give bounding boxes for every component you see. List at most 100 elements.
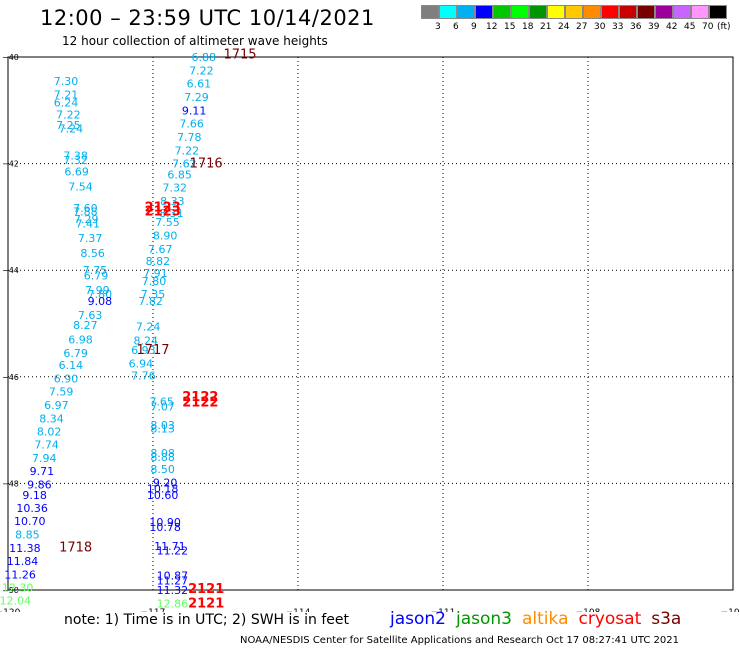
wave-height-label: 7.80 xyxy=(142,275,167,288)
wave-height-label: 7.25 xyxy=(56,119,81,132)
mission-jason3: jason3 xyxy=(456,609,512,629)
wave-height-label: 8.27 xyxy=(73,319,98,332)
legend-swatch xyxy=(547,5,565,19)
wave-height-label: 7.22 xyxy=(56,109,81,122)
wave-height-label: 7.32 xyxy=(163,182,188,195)
wave-height-label: 6.93 xyxy=(131,344,156,357)
legend-swatch xyxy=(709,5,727,19)
pass-time-label: 2121 xyxy=(188,596,224,611)
wave-height-label: 6.94 xyxy=(129,357,154,370)
legend-unit: (ft) xyxy=(717,22,731,32)
wave-height-label: 8.08 xyxy=(150,447,175,460)
wave-height-label: 9.86 xyxy=(27,478,52,491)
credit-line: NOAA/NESDIS Center for Satellite Applica… xyxy=(240,635,679,646)
wave-height-label: 7.24 xyxy=(136,321,161,334)
wave-height-label: 7.67 xyxy=(148,243,173,256)
wave-height-label: 9.08 xyxy=(88,295,113,308)
wave-height-label: 7.07 xyxy=(150,401,175,414)
pass-time-label: 1717 xyxy=(136,343,169,358)
pass-time-label: 2122 xyxy=(182,390,218,405)
wave-height-label: 8.03 xyxy=(150,419,175,432)
wave-height-label: 7.29 xyxy=(74,213,99,226)
wave-height-label: 7.62 xyxy=(172,158,197,171)
wave-height-label: 6.61 xyxy=(187,78,212,91)
legend-label: 36 xyxy=(630,22,642,32)
wave-height-label: 8.56 xyxy=(80,247,105,260)
wave-height-label: 7.30 xyxy=(54,75,79,88)
plot-frame xyxy=(7,56,734,591)
legend-label: 30 xyxy=(594,22,606,32)
wave-height-label: 7.75 xyxy=(83,264,108,277)
wave-height-label: 11.27 xyxy=(157,574,189,587)
legend-label: 12 xyxy=(486,22,498,32)
wave-height-label: 6.88 xyxy=(192,51,217,64)
wave-height-label: 8.33 xyxy=(160,195,185,208)
legend-swatch xyxy=(457,5,475,19)
wave-height-label: 6.97 xyxy=(44,399,69,412)
legend-label: 24 xyxy=(558,22,570,32)
wave-height-label: 8.88 xyxy=(150,451,175,464)
legend-swatch xyxy=(673,5,691,19)
wave-height-label: 7.54 xyxy=(68,181,93,194)
wave-height-label: 11.26 xyxy=(4,569,36,582)
wave-height-label: 11.38 xyxy=(9,542,41,555)
wave-height-label: 7.82 xyxy=(138,295,163,308)
wave-height-label: 11.84 xyxy=(7,555,39,568)
chart-subtitle: 12 hour collection of altimeter wave hei… xyxy=(62,34,328,48)
y-tick-label: −50 xyxy=(2,586,19,595)
legend-swatch xyxy=(601,5,619,19)
mission-legend: jason2 jason3 altika cryosat s3a xyxy=(390,609,691,629)
wave-height-label: 8.31 xyxy=(159,207,184,220)
wave-height-label: 8.13 xyxy=(150,423,175,436)
wave-height-label: 7.74 xyxy=(34,438,59,451)
chart-title: 12:00 – 23:59 UTC 10/14/2021 xyxy=(40,6,375,30)
y-tick-label: −42 xyxy=(2,160,19,169)
legend-label: 27 xyxy=(576,22,588,32)
legend-label: 21 xyxy=(540,22,552,32)
legend-swatch xyxy=(619,5,637,19)
wave-height-label: 6.79 xyxy=(84,270,109,283)
wave-height-label: 6.90 xyxy=(54,372,79,385)
legend-swatch xyxy=(637,5,655,19)
y-tick-label: −48 xyxy=(2,479,19,488)
wave-height-label: 11.71 xyxy=(154,540,186,553)
wave-height-label: 10.87 xyxy=(157,570,189,583)
legend-swatch xyxy=(511,5,529,19)
wave-height-label: 6.98 xyxy=(68,333,93,346)
wave-height-label: 12.04 xyxy=(0,595,31,608)
wave-height-label: 9.71 xyxy=(30,465,55,478)
legend-swatch xyxy=(439,5,457,19)
wave-height-label: 12.30 xyxy=(2,581,34,594)
legend-label: 45 xyxy=(684,22,696,32)
wave-height-label: 7.32 xyxy=(63,154,88,167)
legend-label: 33 xyxy=(612,22,624,32)
legend-swatch xyxy=(691,5,709,19)
mission-jason2: jason2 xyxy=(390,609,446,629)
pass-time-label: 2122 xyxy=(182,395,218,410)
wave-height-label: 8.34 xyxy=(39,412,64,425)
wave-height-label: 7.60 xyxy=(73,202,98,215)
wave-height-label: 11.22 xyxy=(157,545,189,558)
wave-height-label: 7.37 xyxy=(78,232,103,245)
mission-altika: altika xyxy=(522,609,569,629)
x-tick-label: −108 xyxy=(576,608,601,612)
pass-time-label: 1716 xyxy=(190,157,223,172)
legend-swatch xyxy=(583,5,601,19)
wave-height-label: 8.02 xyxy=(37,426,62,439)
pass-time-label: 1715 xyxy=(223,47,256,62)
legend-swatch xyxy=(529,5,547,19)
wave-height-label: 6.85 xyxy=(167,168,192,181)
legend-label: 6 xyxy=(453,22,459,32)
wave-height-label: 7.63 xyxy=(78,309,103,322)
wave-height-label: 10.90 xyxy=(149,516,181,529)
x-tick-label: −114 xyxy=(286,608,311,612)
wave-height-label: 10.36 xyxy=(16,502,48,515)
wave-height-label: 8.85 xyxy=(15,529,40,542)
wave-height-label: 7.66 xyxy=(179,118,204,131)
y-tick-label: −44 xyxy=(2,266,19,275)
wave-height-label: 7.94 xyxy=(32,452,57,465)
legend-swatch xyxy=(421,5,439,19)
wave-height-plot: −120 −117 −114 −111 −108 −105 −40 −42 −44 −46 −48 −… xyxy=(0,47,740,612)
wave-height-label: 7.65 xyxy=(149,395,174,408)
legend-label: 42 xyxy=(666,22,678,32)
